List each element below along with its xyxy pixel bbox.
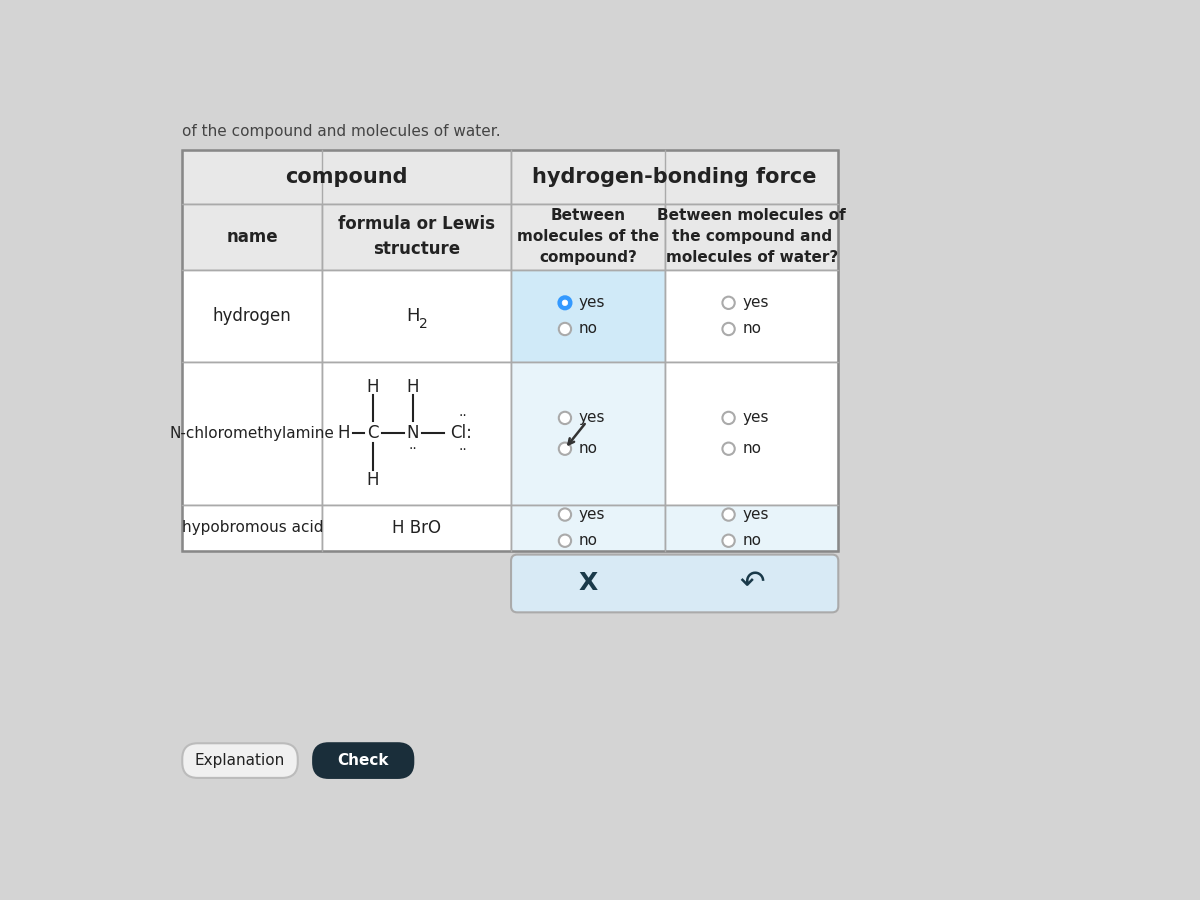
Text: X: X	[578, 572, 598, 596]
Circle shape	[722, 323, 734, 335]
Bar	[182, 150, 511, 204]
Circle shape	[559, 412, 571, 424]
Text: ··: ··	[458, 410, 467, 423]
Text: compound: compound	[286, 167, 408, 187]
Text: hydrogen: hydrogen	[212, 307, 292, 325]
Circle shape	[562, 300, 568, 306]
Text: N: N	[407, 424, 419, 442]
Bar	[665, 505, 839, 551]
Text: no: no	[578, 321, 598, 337]
Bar	[665, 362, 839, 505]
Bar	[182, 270, 323, 362]
Circle shape	[559, 323, 571, 335]
Circle shape	[559, 535, 571, 547]
Text: yes: yes	[743, 410, 769, 426]
Circle shape	[559, 508, 571, 521]
Bar	[511, 204, 665, 270]
Bar	[323, 270, 511, 362]
Text: no: no	[743, 441, 762, 456]
Text: no: no	[743, 321, 762, 337]
Bar	[323, 362, 511, 505]
Text: N-chloromethylamine: N-chloromethylamine	[170, 426, 335, 441]
Text: Between molecules of
the compound and
molecules of water?: Between molecules of the compound and mo…	[658, 209, 846, 266]
Text: H: H	[337, 424, 350, 442]
Text: Cl:: Cl:	[450, 424, 473, 442]
Text: Between
molecules of the
compound?: Between molecules of the compound?	[517, 209, 659, 266]
Bar	[182, 362, 323, 505]
Text: no: no	[578, 533, 598, 548]
Text: Explanation: Explanation	[194, 753, 286, 768]
Circle shape	[722, 443, 734, 454]
Text: ··: ··	[458, 444, 467, 457]
Text: formula or Lewis
structure: formula or Lewis structure	[338, 215, 496, 258]
Text: yes: yes	[578, 410, 605, 426]
FancyBboxPatch shape	[313, 743, 413, 778]
Text: hypobromous acid: hypobromous acid	[181, 520, 323, 536]
Bar	[511, 270, 665, 362]
Circle shape	[722, 297, 734, 309]
Text: C: C	[367, 424, 378, 442]
Text: 2: 2	[419, 317, 427, 330]
FancyBboxPatch shape	[511, 554, 839, 612]
Bar	[323, 204, 511, 270]
Bar	[182, 204, 323, 270]
Text: H: H	[406, 307, 420, 325]
Circle shape	[722, 535, 734, 547]
Text: H BrO: H BrO	[392, 518, 442, 536]
Bar	[665, 270, 839, 362]
Text: yes: yes	[578, 507, 605, 522]
Circle shape	[559, 297, 571, 309]
Text: yes: yes	[578, 295, 605, 310]
Text: H: H	[407, 378, 419, 396]
Circle shape	[722, 508, 734, 521]
Text: yes: yes	[743, 295, 769, 310]
Bar	[182, 150, 839, 551]
Text: H: H	[366, 378, 379, 396]
Bar	[182, 505, 323, 551]
Text: yes: yes	[743, 507, 769, 522]
Text: ··: ··	[408, 442, 418, 455]
Bar	[511, 362, 665, 505]
Text: no: no	[743, 533, 762, 548]
Text: name: name	[227, 228, 278, 246]
Text: H: H	[366, 471, 379, 489]
Bar	[323, 505, 511, 551]
Text: no: no	[578, 441, 598, 456]
Text: Check: Check	[337, 753, 389, 768]
Bar	[665, 204, 839, 270]
Text: of the compound and molecules of water.: of the compound and molecules of water.	[182, 123, 500, 139]
Circle shape	[559, 443, 571, 454]
Text: ↶: ↶	[739, 569, 764, 598]
Text: hydrogen-bonding force: hydrogen-bonding force	[533, 167, 817, 187]
Circle shape	[722, 412, 734, 424]
Bar	[511, 150, 839, 204]
Bar	[511, 505, 665, 551]
FancyBboxPatch shape	[182, 743, 298, 778]
